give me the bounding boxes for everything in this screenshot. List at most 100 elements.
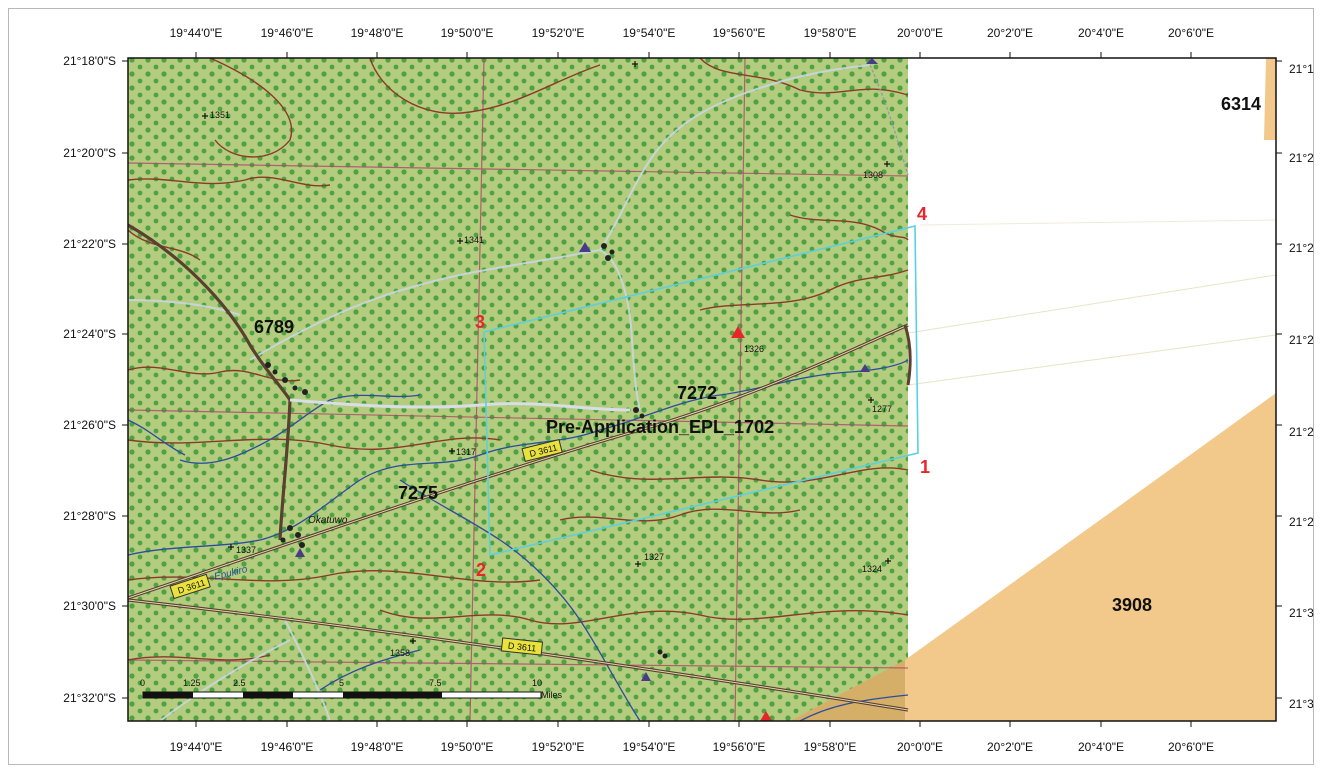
spot-height-mark [202,113,208,119]
settlement-dot [633,407,639,413]
map-border [127,57,1277,722]
contour-line [699,58,909,96]
longitude-tick-label: 19°46'0"E [261,740,314,754]
spot-height: 1351 [210,110,230,120]
latitude-tick-label-right: 21°2 [1289,515,1314,529]
settlement-dot [662,653,668,659]
track [599,64,871,251]
secondary-road [289,398,631,412]
latitude-tick-label: 21°22'0"S [63,237,116,251]
latitude-tick-label: 21°32'0"S [63,691,116,705]
spot-height-mark [868,397,874,403]
latitude-tick-label-right: 21°3 [1289,606,1314,620]
contour-line [128,229,201,261]
trig-point [731,326,745,338]
spot-height: 1326 [744,344,764,354]
longitude-tick-label: 20°6'0"E [1168,26,1214,40]
contour-line [789,214,909,241]
trig-point [866,58,878,64]
road-plate: D 3611 [500,637,544,656]
spot-height-mark [228,544,234,550]
spot-height: 1324 [862,564,882,574]
track [599,249,641,411]
longitude-tick-label: 20°0'0"E [897,26,943,40]
longitude-tick-label: 20°4'0"E [1078,740,1124,754]
contour-line [559,508,801,522]
road-centerline [128,324,909,599]
application-label: Pre-Application_EPL_1702 [546,417,774,437]
latitude-tick-label: 21°28'0"S [63,509,116,523]
longitude-tick-label: 19°48'0"E [351,740,404,754]
latitude-tick-label: 21°30'0"S [63,599,116,613]
longitude-tick-label: 19°52'0"E [532,26,585,40]
track [249,249,601,361]
longitude-tick-label: 19°54'0"E [623,740,676,754]
road-centerline [128,599,909,711]
settlement-dot [287,525,293,531]
contour-line [209,58,293,158]
application-boundary-epl-1702 [483,224,919,557]
grid-line [128,659,909,669]
spot-height: 1358 [390,648,410,658]
latitude-tick-label-right: 21°2 [1289,425,1314,439]
scale-label: 1.25 [183,678,201,688]
contour-line [128,654,271,661]
longitude-tick-label: 19°50'0"E [441,26,494,40]
faint-line [919,219,1276,226]
longitude-tick-label: 20°0'0"E [897,740,943,754]
contour-line [589,467,909,483]
boundary-trail [869,64,909,176]
contour-line [128,437,501,450]
settlement-dot [657,649,663,655]
licence-area-3908 [790,393,1276,721]
vegetation-pattern [128,58,908,721]
latitude-tick-label-right: 21°3 [1289,697,1314,711]
spot-height: 1277 [872,404,892,414]
licence-label-3908: 3908 [1112,595,1152,615]
latitude-tick-label: 21°18'0"S [63,54,116,68]
settlement-dot [299,542,305,548]
longitude-tick-label: 19°50'0"E [441,740,494,754]
river [799,694,909,721]
river [399,479,641,721]
spot-height: 1327 [644,552,664,562]
road [903,324,912,386]
trig-point [579,242,591,252]
river [319,649,421,691]
spot-height-mark [884,161,890,167]
longitude-tick-label: 19°56'0"E [713,26,766,40]
scale-bar: 0 1.25 2.5 5 7.5 10 Miles [140,678,563,700]
spot-height-mark [449,448,455,454]
river [128,359,909,556]
longitude-tick-label: 19°44'0"E [170,26,223,40]
longitude-tick-label: 19°54'0"E [623,26,676,40]
track [284,619,331,721]
latitude-tick-label-right: 21°2 [1289,151,1314,165]
licence-label-7275: 7275 [398,483,438,503]
latitude-tick-label-right: 21°2 [1289,333,1314,347]
spot-height: 1308 [863,170,883,180]
trig-point [295,548,305,557]
map-frame [8,8,1314,765]
licence-label-6789: 6789 [254,317,294,337]
longitude-tick-label: 19°58'0"E [804,740,857,754]
corner-number-1: 1 [920,457,930,477]
scale-label: 7.5 [429,678,442,688]
contour-line [699,269,909,311]
settlement-dot [280,537,286,543]
grid-line [128,162,909,177]
licence-area-6314 [1264,58,1276,140]
longitude-tick-label: 19°52'0"E [532,740,585,754]
spot-height-mark [410,638,416,644]
track [159,639,291,721]
river [179,394,421,464]
latitude-tick-label: 21°26'0"S [63,418,116,432]
trig-point [760,711,772,721]
road [128,223,292,541]
longitude-tick-label: 19°56'0"E [713,740,766,754]
settlement-dot [605,255,611,261]
spot-height-mark [885,558,891,564]
longitude-tick-label: 20°6'0"E [1168,740,1214,754]
spot-height: 1341 [464,235,484,245]
